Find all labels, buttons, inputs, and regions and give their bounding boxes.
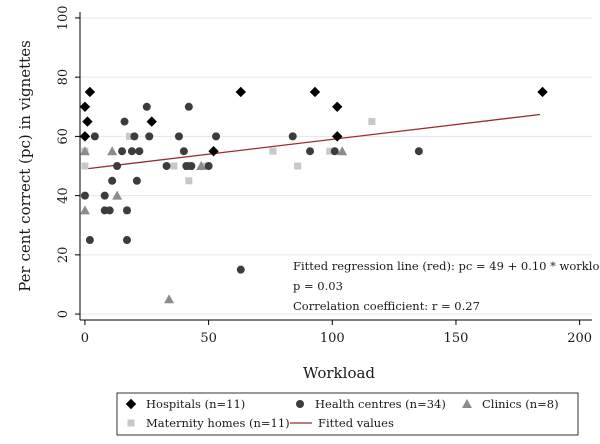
- point-circle-25: [212, 132, 221, 141]
- point-circle-28: [306, 147, 315, 156]
- point-circle-5: [105, 206, 114, 215]
- point-diamond-6: [235, 86, 246, 98]
- point-square-8: [326, 147, 334, 155]
- point-circle-18: [162, 162, 171, 170]
- point-circle-24: [204, 162, 213, 170]
- point-circle-20: [179, 147, 188, 156]
- point-circle-19: [174, 132, 183, 141]
- annotation-regression: Fitted regression line (red): pc = 49 + …: [293, 259, 600, 273]
- point-circle-29: [330, 147, 339, 156]
- point-triangle-7: [337, 146, 348, 156]
- y-tick-label-100: 100: [56, 6, 71, 31]
- point-square-4: [185, 177, 193, 185]
- point-diamond-4: [146, 116, 157, 127]
- legend-box: [116, 392, 579, 436]
- point-circle-4: [100, 191, 109, 200]
- y-tick-label-20: 20: [56, 247, 71, 264]
- point-circle-26: [236, 265, 245, 274]
- legend-items: Hospitals (n=11) Health centres (n=34) Cli…: [125, 397, 559, 430]
- point-circle-9: [120, 117, 129, 126]
- point-triangle-4: [164, 294, 175, 304]
- point-circle-13: [130, 132, 139, 141]
- point-triangle-1: [79, 146, 90, 156]
- legend-marker-triangle: [462, 399, 472, 408]
- point-circle-0: [80, 191, 89, 200]
- point-square-2: [125, 132, 133, 140]
- data-points: [79, 86, 548, 304]
- fitted-regression-line: [84, 113, 541, 170]
- legend-marker-square: [127, 419, 135, 427]
- point-circle-22: [184, 102, 193, 111]
- point-diamond-2: [82, 116, 93, 127]
- point-square-7: [294, 162, 302, 170]
- point-circle-1: [85, 236, 94, 245]
- annotation-correlation: Correlation coefficient: r = 0.27: [293, 299, 480, 313]
- point-triangle-3: [112, 190, 123, 200]
- point-circle-30: [414, 147, 423, 156]
- legend-label-square: Maternity homes (n=11): [146, 416, 290, 430]
- point-circle-23: [187, 162, 196, 170]
- point-square-0: [81, 162, 89, 170]
- point-triangle-0: [79, 205, 90, 215]
- point-square-9: [368, 118, 376, 126]
- point-circle-14: [132, 176, 141, 185]
- x-axis-label: Workload: [303, 364, 375, 382]
- point-circle-15: [135, 147, 144, 156]
- legend-marker-diamond: [125, 398, 137, 410]
- point-circle-2: [90, 132, 99, 141]
- x-tick-label-150: 150: [444, 331, 469, 346]
- point-circle-8: [118, 147, 127, 156]
- y-axis-label: Per cent correct (pc) in vignettes: [16, 40, 34, 292]
- legend-label-diamond: Hospitals (n=11): [146, 397, 245, 411]
- annotation-p-value: p = 0.03: [293, 279, 343, 293]
- x-tick-label-0: 0: [81, 331, 89, 346]
- axes: 0 20 40 60 80 100 0 50 100 150 200: [56, 6, 592, 346]
- point-diamond-10: [537, 86, 548, 98]
- point-circle-6: [108, 176, 117, 185]
- annotation-box: Fitted regression line (red): pc = 49 + …: [293, 259, 600, 313]
- legend-label-circle: Health centres (n=34): [315, 397, 446, 411]
- legend-label-fitted-values: Fitted values: [318, 416, 394, 430]
- point-diamond-8: [332, 101, 343, 112]
- point-diamond-1: [84, 86, 96, 98]
- point-diamond-3: [79, 131, 91, 142]
- point-circle-16: [142, 102, 151, 111]
- y-tick-label-0: 0: [56, 310, 71, 318]
- legend-label-triangle: Clinics (n=8): [482, 397, 559, 411]
- point-circle-10: [122, 206, 131, 215]
- point-circle-17: [145, 132, 154, 141]
- plot-area: [80, 12, 592, 320]
- legend-marker-circle: [296, 400, 304, 408]
- fitted-line-layer: [84, 113, 541, 170]
- point-diamond-7: [309, 86, 321, 98]
- y-tick-label-80: 80: [56, 69, 71, 86]
- point-circle-7: [113, 162, 122, 170]
- point-diamond-9: [332, 131, 343, 142]
- x-tick-label-200: 200: [567, 331, 592, 346]
- legend: Hospitals (n=11) Health centres (n=34) Cli…: [116, 392, 579, 436]
- point-diamond-0: [79, 101, 91, 112]
- point-circle-27: [288, 132, 297, 141]
- x-tick-label-100: 100: [320, 331, 345, 346]
- point-circle-12: [127, 147, 136, 156]
- y-tick-label-60: 60: [56, 128, 71, 145]
- point-circle-11: [122, 236, 131, 245]
- point-triangle-2: [107, 146, 118, 156]
- point-diamond-5: [208, 145, 219, 157]
- x-tick-label-50: 50: [200, 331, 217, 346]
- point-triangle-6: [196, 161, 207, 170]
- point-square-6: [269, 147, 277, 155]
- y-tick-label-40: 40: [56, 187, 71, 204]
- point-square-3: [170, 162, 178, 170]
